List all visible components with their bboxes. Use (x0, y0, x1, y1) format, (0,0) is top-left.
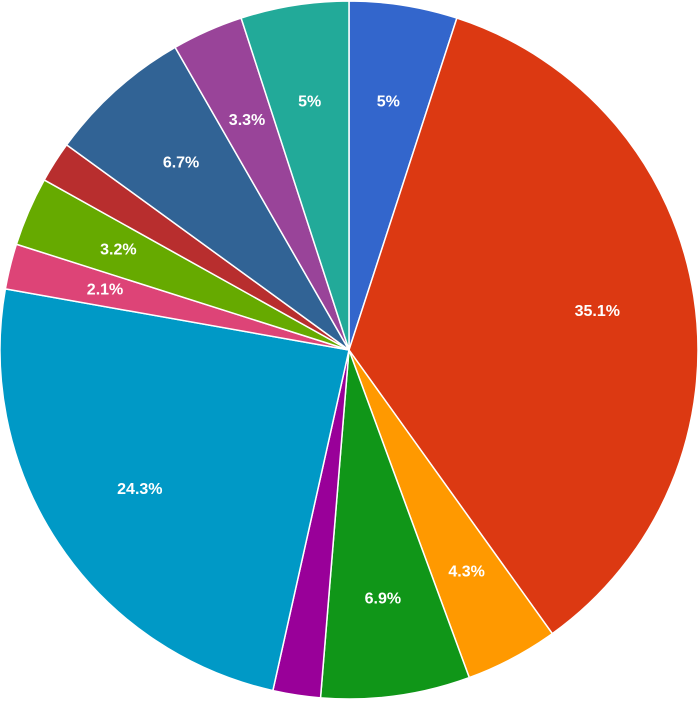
pie-slice (348, 17, 699, 635)
slice-label: 2.1% (87, 281, 123, 298)
pie-slice (0, 288, 350, 692)
slice-label: 5% (377, 93, 400, 110)
slice-label: 35.1% (575, 303, 620, 320)
slice-label: 24.3% (117, 481, 162, 498)
pie-slice (240, 0, 350, 351)
slice-label: 5% (298, 93, 321, 110)
slice-label: 6.9% (365, 590, 401, 607)
slice-label: 3.3% (229, 112, 265, 129)
slice-label: 4.3% (448, 564, 484, 581)
slice-label: 3.2% (100, 242, 136, 259)
pie-slice (319, 349, 471, 700)
pie-labels: 5% 35.1% 4.3% 6.9% 24.3% 2.1% 3.2% 6.7% 3.3% 5% (87, 93, 620, 607)
slice-label: 6.7% (163, 155, 199, 172)
pie-slice (65, 46, 350, 351)
